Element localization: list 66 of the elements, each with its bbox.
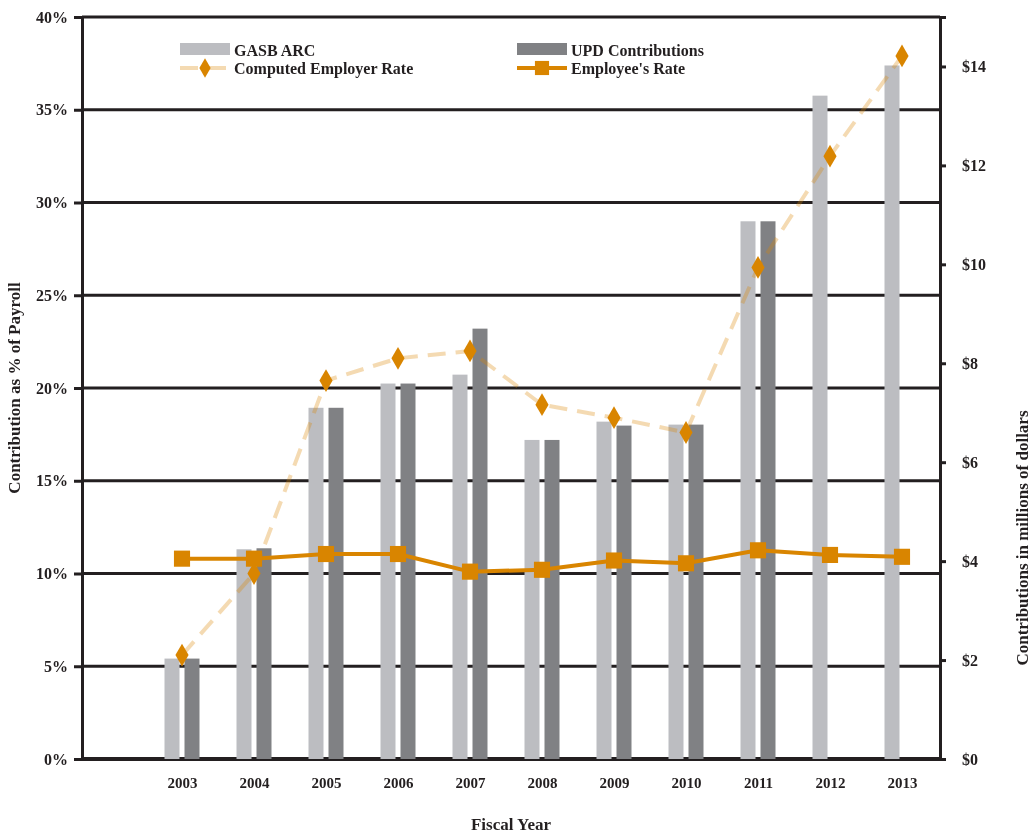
y-tick-label: 30%	[36, 194, 68, 212]
x-tick-label: 2007	[455, 774, 486, 791]
point	[605, 552, 623, 569]
y2-tick-label: $6	[962, 453, 978, 471]
y-tick-label: 15%	[36, 472, 68, 490]
bar	[184, 658, 200, 759]
bar	[668, 424, 684, 759]
y-tick-label: 20%	[36, 379, 68, 397]
y2-tick-label: $12	[962, 157, 986, 175]
bar	[740, 221, 756, 759]
x-tick-label: 2013	[887, 774, 918, 791]
point	[749, 542, 767, 559]
x-tick-label: 2006	[383, 774, 414, 791]
bar	[760, 221, 776, 759]
y2-tick-label: $2	[962, 651, 978, 669]
y2-tick-label: $14	[962, 58, 986, 76]
bar	[544, 439, 560, 759]
point	[173, 550, 191, 567]
bar	[472, 328, 488, 759]
bar	[164, 658, 180, 759]
bar	[812, 95, 828, 759]
bar	[400, 383, 416, 759]
x-tick-label: 2005	[311, 774, 342, 791]
bar	[524, 439, 540, 759]
x-tick-label: 2008	[527, 774, 558, 791]
point	[893, 548, 911, 565]
y2-tick-label: $4	[962, 552, 978, 570]
bar	[256, 548, 272, 759]
x-tick-label: 2004	[239, 774, 270, 791]
x-tick-label: 2009	[599, 774, 630, 791]
y-tick-label: 5%	[44, 657, 68, 675]
legend-label: Employee's Rate	[571, 60, 686, 78]
point	[389, 545, 407, 563]
y-tick-label: 0%	[44, 750, 68, 768]
bar	[688, 424, 704, 759]
y2-tick-label: $8	[962, 354, 978, 372]
legend-label: UPD Contributions	[571, 42, 704, 59]
point	[461, 563, 479, 580]
point	[821, 546, 839, 564]
point	[533, 561, 551, 578]
y-tick-label: 10%	[36, 565, 68, 583]
bar	[616, 425, 632, 759]
y-tick-label: 25%	[36, 286, 68, 304]
x-tick-label: 2011	[743, 774, 774, 791]
point	[677, 555, 695, 572]
y-tick-label: 40%	[36, 8, 68, 26]
bar	[308, 407, 324, 759]
legend-label: Computed Employer Rate	[234, 60, 414, 78]
y2-tick-label: $0	[962, 750, 978, 768]
y2-tick-label: $10	[962, 255, 986, 273]
point	[317, 545, 335, 563]
x-tick-label: 2003	[167, 774, 198, 791]
bar	[236, 549, 252, 759]
bar	[884, 65, 900, 759]
bar	[380, 383, 396, 759]
bar	[596, 421, 612, 759]
y-axis-title: Contribution as % of Payroll	[5, 282, 24, 494]
bar	[452, 374, 468, 759]
y2-axis-title: Contributions in millions of dollars	[1013, 410, 1032, 666]
point	[245, 550, 263, 567]
y-tick-label: 35%	[36, 101, 68, 119]
x-tick-label: 2012	[815, 774, 846, 791]
bar	[328, 407, 344, 759]
x-tick-label: 2010	[671, 774, 702, 791]
x-axis-title: Fiscal Year	[470, 815, 552, 832]
legend-label: GASB ARC	[234, 42, 316, 59]
